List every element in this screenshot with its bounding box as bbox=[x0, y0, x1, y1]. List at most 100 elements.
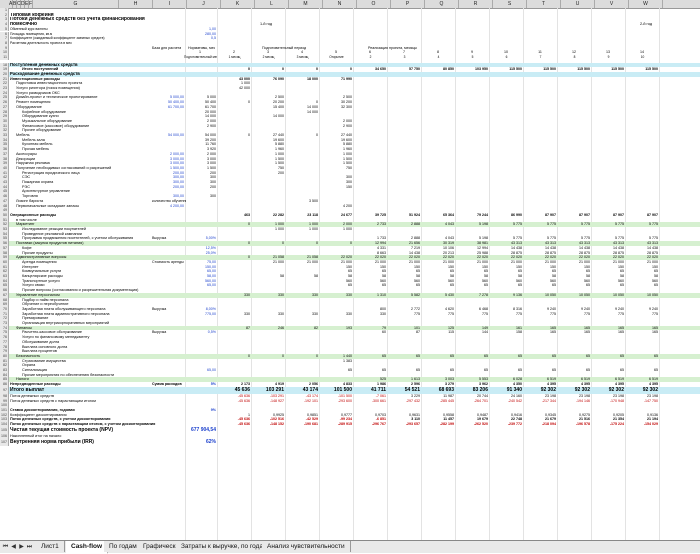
cell-value[interactable]: 9 136 bbox=[513, 292, 522, 297]
cell-value[interactable]: 1 500 bbox=[343, 156, 352, 161]
cell-value[interactable]: 775 bbox=[618, 311, 624, 316]
cell-value[interactable]: 300,00 bbox=[173, 180, 184, 185]
cell-value[interactable]: 58 bbox=[382, 274, 386, 279]
cell-value[interactable]: 42 000 bbox=[239, 86, 250, 91]
cell-value[interactable]: 115 500 bbox=[577, 67, 590, 72]
cell-value[interactable]: 677 904,54 bbox=[190, 426, 216, 433]
cell-value[interactable]: 0,9851 bbox=[307, 412, 318, 417]
row-number[interactable]: 77 bbox=[0, 339, 9, 345]
cell-value[interactable]: 22 020 bbox=[579, 255, 590, 260]
sheet-row-45[interactable]: 45 Архитектурное управление bbox=[0, 189, 700, 195]
cell-value[interactable]: 21 516 bbox=[579, 417, 590, 422]
column-header-r[interactable]: R bbox=[459, 0, 493, 8]
cell-value[interactable]: 463 bbox=[244, 212, 250, 217]
cell-value[interactable]: 34 650 bbox=[375, 67, 386, 72]
cell-value[interactable]: 5 775 bbox=[513, 236, 522, 241]
cell-value[interactable]: 3 000 bbox=[207, 161, 216, 166]
cell-value[interactable]: 5 775 bbox=[581, 236, 590, 241]
column-header-b[interactable]: B bbox=[13, 0, 17, 8]
cell-value[interactable]: 0,9558 bbox=[443, 412, 454, 417]
cell-value[interactable]: 19 600 bbox=[273, 137, 284, 142]
cell-value[interactable]: -154 029 bbox=[643, 422, 658, 427]
cell-value[interactable]: 5 775 bbox=[547, 222, 556, 227]
row-number[interactable]: 62 bbox=[0, 269, 9, 274]
cell-value[interactable]: 24 160 bbox=[511, 393, 522, 398]
cell-value[interactable]: 23 198 bbox=[647, 393, 658, 398]
sheet-row-9[interactable]: 9 База для расчета Нормативы, мес Подготови… bbox=[0, 45, 700, 51]
cell-value[interactable]: 14 000 bbox=[307, 109, 318, 114]
row-number[interactable]: 65 bbox=[0, 283, 9, 289]
cell-value[interactable]: 65 bbox=[450, 269, 454, 274]
cell-value[interactable]: 5% bbox=[210, 382, 216, 387]
cell-value[interactable]: 775 bbox=[448, 311, 454, 316]
cell-value[interactable]: 1 bbox=[248, 412, 250, 417]
row-number[interactable]: 21 bbox=[0, 76, 9, 82]
row-number[interactable]: 66 bbox=[0, 288, 9, 293]
cell-value[interactable]: 330 bbox=[346, 292, 352, 297]
cell-value[interactable]: 103 291 bbox=[265, 386, 284, 393]
sheet-row-77[interactable]: 77 Обслуживание долга bbox=[0, 339, 700, 345]
cell-value[interactable]: 21 000 bbox=[477, 259, 488, 264]
cell-value[interactable]: 0 bbox=[316, 100, 318, 105]
cell-value[interactable]: 58 bbox=[314, 274, 318, 279]
cell-value[interactable]: 300 bbox=[210, 180, 216, 185]
cell-value[interactable]: 54 000 bbox=[205, 133, 216, 138]
cell-value[interactable]: 5 582 bbox=[411, 292, 420, 297]
cell-value[interactable]: 65 bbox=[586, 368, 590, 373]
cell-value[interactable]: 1 000 bbox=[275, 151, 284, 156]
sheet-row-36[interactable]: 36 Прочая мебель 3 920 1 960 1 960 bbox=[0, 147, 700, 152]
cell-value[interactable]: 65,00 bbox=[207, 269, 216, 274]
sheet-row-42[interactable]: 42 СЭС 300,00 300 300 bbox=[0, 175, 700, 180]
cell-value[interactable]: 115 500 bbox=[509, 67, 522, 72]
cell-value[interactable]: 65 bbox=[348, 269, 352, 274]
cell-value[interactable]: 775 bbox=[516, 311, 522, 316]
cell-value[interactable]: 4 350 bbox=[513, 382, 522, 387]
cell-value[interactable]: 3 229 bbox=[411, 393, 420, 398]
cell-value[interactable]: 1 000 bbox=[275, 227, 284, 232]
column-header-t[interactable]: T bbox=[527, 0, 561, 8]
cell-value[interactable]: 5 000,00 bbox=[170, 95, 184, 100]
sheet-row-41[interactable]: 41 Регистрация юридического лица 200,00 200… bbox=[0, 170, 700, 176]
column-header-q[interactable]: Q bbox=[425, 0, 459, 8]
cell-value[interactable]: 330 bbox=[312, 311, 318, 316]
cell-value[interactable]: 200,00 bbox=[173, 184, 184, 189]
row-number[interactable]: 28 bbox=[0, 109, 9, 115]
cell-value[interactable]: 65 bbox=[654, 283, 658, 288]
cell-value[interactable]: 9 240 bbox=[547, 306, 556, 311]
row-number[interactable]: 103 bbox=[0, 417, 9, 423]
cell-value[interactable]: 54 521 bbox=[404, 386, 420, 393]
cell-value[interactable]: 76 090 bbox=[273, 76, 284, 81]
cell-value[interactable]: 4 043 bbox=[445, 222, 454, 227]
cell-value[interactable]: 28 875 bbox=[511, 250, 522, 255]
cell-value[interactable]: 165 bbox=[618, 330, 624, 335]
cell-value[interactable]: 22 020 bbox=[511, 255, 522, 260]
cell-value[interactable]: -148 927 bbox=[269, 398, 284, 403]
row-number[interactable]: 10 bbox=[0, 50, 9, 55]
row-number[interactable]: 54 bbox=[0, 231, 9, 237]
cell-value[interactable]: -192 101 bbox=[303, 398, 318, 403]
cell-value[interactable]: 1 383 bbox=[343, 358, 352, 363]
cell-value[interactable]: 14 438 bbox=[511, 245, 522, 250]
cell-value[interactable]: 21 000 bbox=[443, 259, 454, 264]
row-number[interactable]: 42 bbox=[0, 175, 9, 180]
cell-value[interactable]: 200 bbox=[210, 170, 216, 175]
cell-value[interactable]: 65 bbox=[382, 269, 386, 274]
cell-value[interactable]: 25 988 bbox=[477, 250, 488, 255]
cell-value[interactable]: 65 bbox=[416, 283, 420, 288]
cell-value[interactable]: 775 bbox=[482, 311, 488, 316]
cell-value[interactable]: 300 bbox=[346, 180, 352, 185]
cell-value[interactable]: 4 395 bbox=[615, 382, 624, 387]
cell-value[interactable]: 21 000 bbox=[341, 259, 352, 264]
cell-value[interactable]: 2 173 bbox=[241, 382, 250, 387]
row-number[interactable]: 98 bbox=[0, 393, 9, 399]
cell-value[interactable]: 2 056 bbox=[309, 382, 318, 387]
sheet-row-33[interactable]: 33 Мебель 54 000,00 54 000 0 27 440 0 27 440 bbox=[0, 133, 700, 138]
cell-value[interactable]: 14 438 bbox=[579, 245, 590, 250]
cell-value[interactable]: 800 bbox=[380, 306, 386, 311]
row-number[interactable]: 99 bbox=[0, 398, 9, 404]
cell-value[interactable]: -289 915 bbox=[337, 422, 352, 427]
cell-value[interactable]: 75,00 bbox=[207, 259, 216, 264]
cell-value[interactable]: 5,00% bbox=[205, 236, 216, 241]
cell-value[interactable]: 115 bbox=[448, 330, 454, 335]
row-number[interactable]: 70 bbox=[0, 306, 9, 312]
